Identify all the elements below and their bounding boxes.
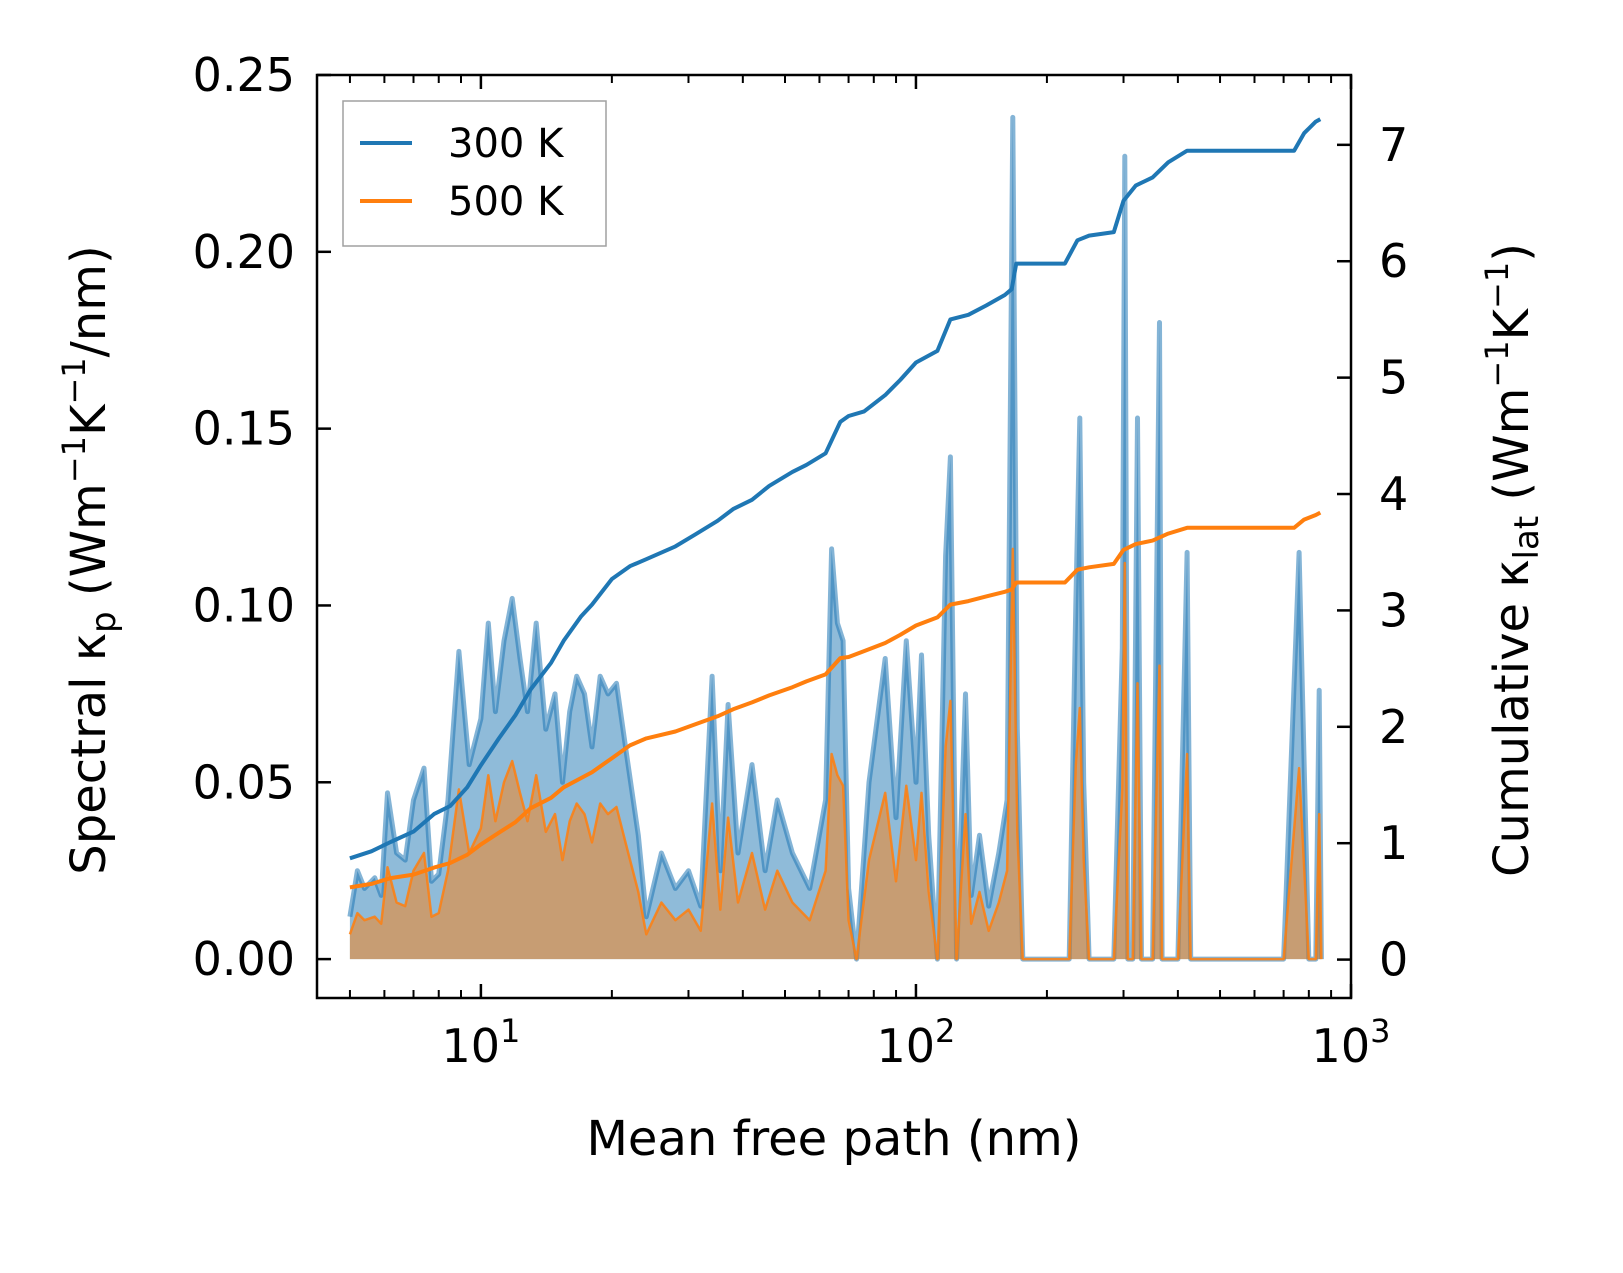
cumulative-line-500k (349, 510, 1322, 890)
y-right-tick-label: 0 (1379, 933, 1408, 987)
x-tick-label: 102 (876, 1012, 955, 1073)
y-right-tick-label: 1 (1379, 816, 1408, 870)
spectral-area-500k (349, 548, 1322, 960)
y-right-tick-label: 2 (1379, 700, 1408, 754)
y-left-tick-label: 0.25 (193, 48, 295, 102)
x-tick-label: 101 (441, 1012, 520, 1073)
axes: 101 102 103 0.00 0.05 0.10 0.15 0.20 0.25 0 1 2 3 4 5 6… (193, 48, 1409, 1073)
y-right-tick-label: 5 (1379, 351, 1408, 405)
axes-frame (315, 73, 1353, 1000)
y-left-tick-label: 0.15 (193, 402, 295, 456)
y-right-tick-label: 4 (1379, 467, 1408, 521)
x-tick-label: 103 (1312, 1012, 1391, 1073)
legend: 300 K 500 K (342, 100, 607, 247)
y-right-tick-label: 6 (1379, 234, 1408, 288)
cumulative-line-300k (349, 117, 1322, 861)
spectral-line-300k (347, 114, 1324, 962)
y-left-tick-label: 0.10 (193, 578, 295, 632)
legend-box (342, 100, 607, 247)
y-axis-left-label: Spectral κp (Wm−1K−1/nm) (55, 245, 124, 874)
y-left-tick-label: 0.05 (193, 755, 295, 809)
plot-area (347, 114, 1324, 962)
y-left-tick-label: 0.00 (193, 932, 295, 986)
y-right-tick-label: 3 (1379, 583, 1408, 637)
y-right-tick-label: 7 (1379, 118, 1408, 172)
spectral-line-500k (348, 547, 1323, 961)
legend-label-300k: 300 K (448, 121, 565, 167)
y-axis-right-label: Cumulative κlat (Wm−1K−1) (1478, 243, 1547, 877)
legend-label-500k: 500 K (448, 179, 565, 225)
y-left-tick-label: 0.20 (193, 225, 295, 279)
x-axis-label: Mean free path (nm) (587, 1111, 1082, 1167)
